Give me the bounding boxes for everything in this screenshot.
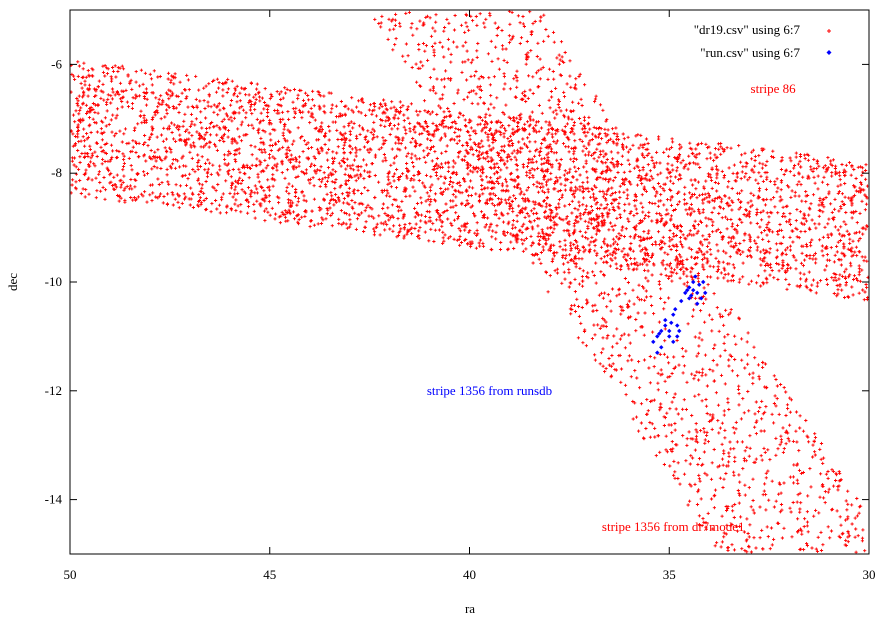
run-point: [659, 345, 664, 350]
legend-marks: [826, 29, 832, 55]
annotation-2: stripe 1356 from dr7mode1: [602, 519, 745, 534]
run-point: [691, 287, 696, 293]
run-point: [669, 320, 674, 325]
y-tick-label: -12: [45, 383, 62, 398]
run-point: [677, 328, 682, 334]
run-point: [679, 298, 684, 304]
run-point: [671, 339, 676, 345]
run-point: [703, 290, 708, 296]
y-axis-title: dec: [5, 273, 20, 291]
x-tick-label: 30: [863, 567, 876, 582]
legend-mark-dr19: [827, 29, 831, 33]
legend-mark-run: [826, 50, 832, 55]
run-point: [675, 334, 680, 339]
run-point: [667, 334, 672, 339]
annotation-1: stripe 1356 from runsdb: [427, 383, 552, 398]
run-point: [667, 328, 672, 334]
annotations-layer: stripe 86 stripe 1356 from runsdb stripe 1…: [427, 81, 796, 534]
run-point: [693, 274, 698, 279]
run-point: [689, 293, 694, 298]
run-point: [691, 279, 696, 285]
x-axis-title: ra: [465, 601, 475, 616]
run-point: [657, 331, 662, 336]
run-point: [685, 287, 690, 293]
y-tick-label: -6: [51, 56, 62, 71]
run-point: [701, 279, 706, 285]
run-point: [697, 282, 702, 287]
points-layer: [69, 9, 870, 554]
run-point: [687, 285, 692, 290]
run-point: [663, 323, 668, 328]
x-tick-label: 35: [663, 567, 676, 582]
run-point: [651, 339, 656, 345]
run-point: [687, 296, 692, 301]
run-point: [655, 350, 660, 355]
legend-label-dr19: "dr19.csv" using 6:7: [694, 22, 801, 37]
run-point: [695, 301, 700, 306]
legend-label-run: "run.csv" using 6:7: [700, 45, 800, 60]
run-point: [659, 328, 664, 334]
legend: "dr19.csv" using 6:7 "run.csv" using 6:7: [694, 22, 832, 60]
ticks-layer: 50 45 40 35 30 -6 -8 -10 -12 -14: [45, 10, 876, 582]
y-tick-label: -10: [45, 274, 62, 289]
run-point: [655, 334, 660, 339]
x-tick-label: 45: [263, 567, 276, 582]
series-dr19-points: [69, 9, 870, 554]
x-tick-label: 40: [463, 567, 476, 582]
run-point: [673, 307, 678, 312]
run-point: [699, 296, 704, 301]
run-point: [695, 290, 700, 296]
run-point: [671, 312, 676, 317]
run-point: [675, 323, 680, 328]
run-point: [683, 290, 688, 296]
x-tick-label: 50: [64, 567, 77, 582]
run-point: [663, 317, 668, 323]
y-tick-label: -8: [51, 165, 62, 180]
annotation-0: stripe 86: [751, 81, 797, 96]
y-tick-label: -14: [45, 492, 63, 507]
